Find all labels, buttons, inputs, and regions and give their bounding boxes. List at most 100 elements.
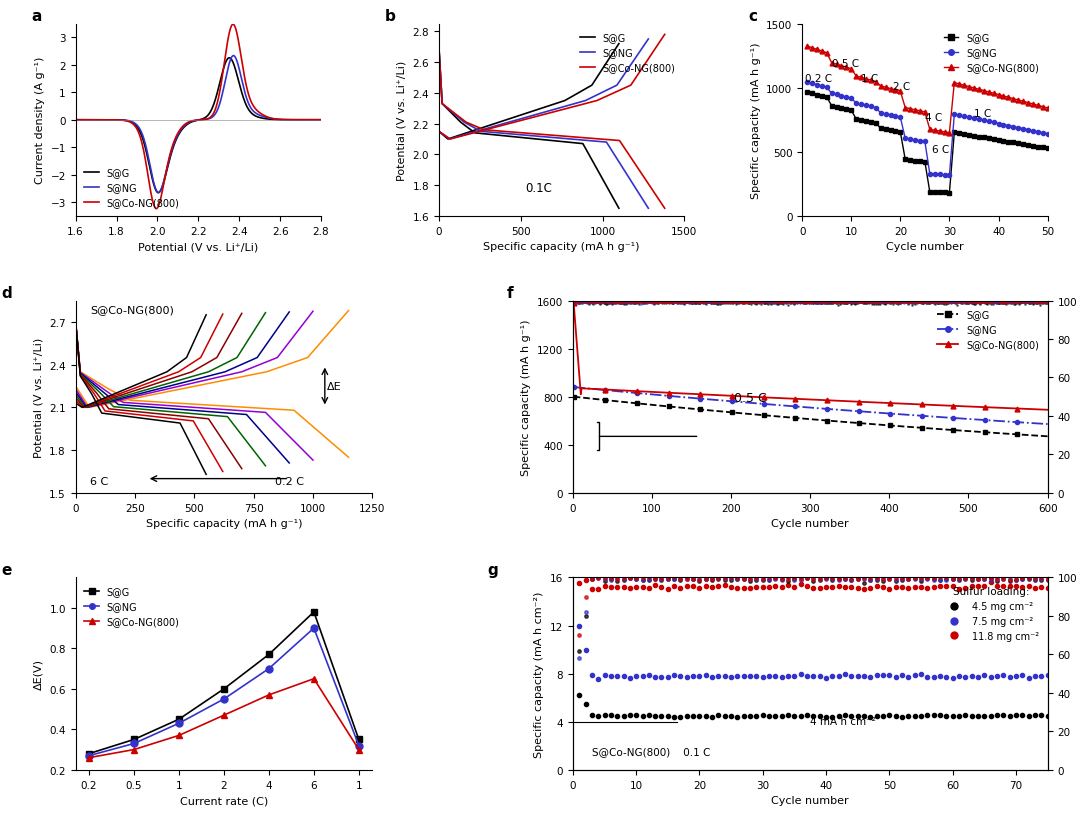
- Point: [902, 296, 919, 309]
- Point: [713, 296, 730, 310]
- Point: [881, 297, 899, 310]
- Point: [868, 297, 886, 310]
- Point: [773, 572, 791, 586]
- Point: [1003, 295, 1021, 308]
- Point: [875, 296, 892, 309]
- Point: [686, 296, 703, 309]
- Point: [828, 296, 846, 310]
- Point: [576, 296, 593, 309]
- Point: [782, 296, 799, 309]
- Point: [605, 296, 622, 309]
- Point: [806, 296, 823, 310]
- Point: [579, 296, 596, 309]
- Point: [742, 296, 759, 309]
- Point: [707, 295, 725, 308]
- Point: [692, 295, 710, 308]
- Point: [1001, 573, 1018, 586]
- Point: [625, 296, 643, 309]
- Legend: S@G, S@NG, S@Co-NG(800): S@G, S@NG, S@Co-NG(800): [933, 306, 1042, 354]
- Point: [627, 670, 645, 683]
- Point: [583, 296, 600, 310]
- Point: [723, 709, 740, 722]
- Point: [908, 297, 926, 310]
- Point: [600, 296, 618, 310]
- Point: [627, 572, 645, 586]
- Point: [891, 296, 908, 310]
- Point: [714, 296, 731, 309]
- Point: [618, 294, 635, 307]
- Point: [718, 296, 735, 310]
- Point: [618, 298, 635, 311]
- Point: [576, 296, 593, 309]
- Point: [772, 297, 789, 310]
- Point: [810, 296, 827, 310]
- Point: [860, 295, 877, 308]
- Point: [738, 296, 755, 310]
- Point: [963, 296, 981, 309]
- Point: [797, 296, 814, 309]
- Point: [711, 296, 728, 309]
- Point: [983, 296, 1000, 310]
- Point: [721, 295, 739, 308]
- Point: [891, 296, 908, 309]
- Point: [690, 296, 707, 310]
- Point: [1014, 296, 1031, 310]
- Point: [723, 581, 740, 595]
- Point: [804, 296, 821, 310]
- Point: [1023, 296, 1040, 309]
- Point: [854, 296, 872, 309]
- Point: [604, 296, 621, 310]
- Point: [744, 296, 761, 310]
- Point: [943, 296, 960, 310]
- Point: [676, 296, 693, 310]
- Point: [720, 296, 738, 309]
- X-axis label: Cycle number: Cycle number: [771, 518, 849, 528]
- Point: [971, 296, 988, 310]
- Point: [629, 296, 646, 309]
- Point: [712, 296, 729, 309]
- Point: [887, 296, 904, 309]
- Point: [846, 296, 863, 309]
- Point: [647, 296, 664, 309]
- Point: [798, 295, 815, 308]
- Point: [1032, 669, 1050, 682]
- Point: [976, 296, 994, 310]
- Point: [1039, 669, 1056, 682]
- Point: [589, 295, 606, 308]
- Point: [849, 296, 866, 310]
- Point: [703, 572, 720, 585]
- Point: [747, 573, 765, 586]
- Point: [990, 296, 1008, 310]
- Point: [893, 668, 910, 681]
- Point: [928, 296, 945, 310]
- Point: [768, 296, 785, 310]
- Point: [769, 296, 786, 310]
- Point: [814, 296, 832, 310]
- Point: [727, 296, 744, 309]
- Point: [1010, 296, 1027, 310]
- Point: [625, 297, 643, 310]
- Point: [928, 295, 945, 308]
- Point: [705, 296, 723, 310]
- Point: [950, 670, 968, 683]
- Point: [960, 296, 977, 310]
- Point: [955, 296, 972, 309]
- Point: [656, 296, 673, 310]
- Point: [845, 295, 862, 308]
- Point: [640, 296, 658, 309]
- Point: [632, 295, 649, 308]
- Point: [967, 296, 984, 309]
- Point: [899, 296, 916, 309]
- Point: [775, 296, 793, 309]
- Point: [1020, 672, 1037, 685]
- Point: [729, 572, 746, 586]
- Point: [963, 572, 981, 586]
- Point: [747, 297, 765, 310]
- Point: [1021, 297, 1038, 310]
- Point: [866, 296, 883, 309]
- Point: [638, 296, 656, 309]
- Text: 6 C: 6 C: [90, 477, 108, 486]
- Point: [824, 295, 841, 308]
- Point: [622, 297, 639, 310]
- Point: [701, 296, 718, 310]
